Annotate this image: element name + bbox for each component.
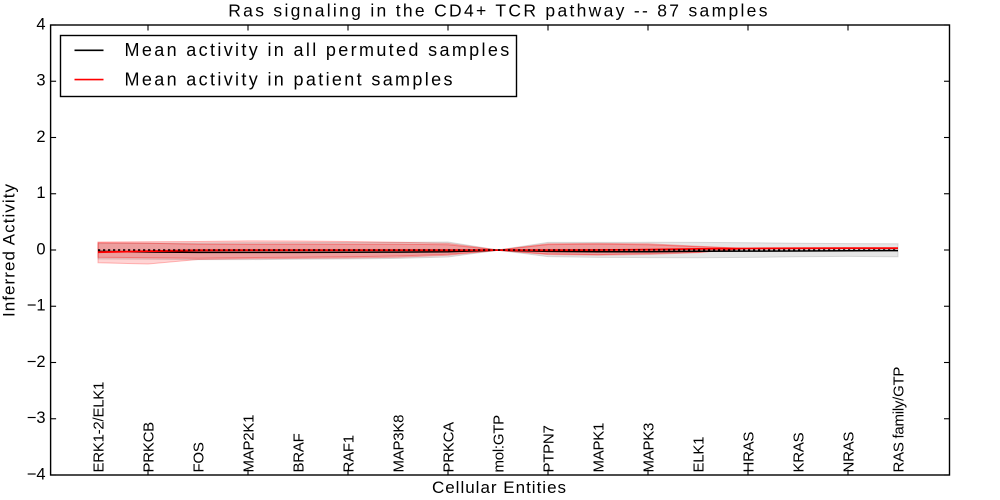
svg-text:RAS family/GTP: RAS family/GTP bbox=[891, 367, 908, 473]
svg-text:Mean activity in patient sampl: Mean activity in patient samples bbox=[125, 70, 455, 90]
svg-text:PRKCB: PRKCB bbox=[141, 422, 158, 473]
svg-text:Mean activity in all permuted: Mean activity in all permuted samples bbox=[125, 40, 512, 60]
svg-text:MAPK1: MAPK1 bbox=[591, 423, 608, 473]
svg-text:4: 4 bbox=[36, 15, 45, 33]
svg-text:PRKCA: PRKCA bbox=[441, 422, 458, 473]
svg-text:PTPN7: PTPN7 bbox=[541, 425, 558, 472]
svg-text:Cellular Entities: Cellular Entities bbox=[432, 478, 567, 497]
svg-text:Ras signaling in the CD4+ TCR: Ras signaling in the CD4+ TCR pathway --… bbox=[228, 0, 770, 20]
svg-text:2: 2 bbox=[36, 128, 45, 146]
svg-text:FOS: FOS bbox=[191, 442, 208, 472]
svg-text:MAP2K1: MAP2K1 bbox=[241, 415, 258, 473]
svg-text:−2: −2 bbox=[27, 353, 46, 371]
svg-text:ERK1-2/ELK1: ERK1-2/ELK1 bbox=[91, 382, 108, 473]
svg-text:BRAF: BRAF bbox=[291, 433, 308, 472]
svg-text:ELK1: ELK1 bbox=[691, 437, 708, 473]
svg-text:−1: −1 bbox=[27, 297, 46, 315]
svg-text:NRAS: NRAS bbox=[841, 432, 858, 473]
svg-text:0: 0 bbox=[36, 240, 45, 258]
svg-text:−3: −3 bbox=[27, 409, 46, 427]
svg-text:RAF1: RAF1 bbox=[341, 435, 358, 472]
svg-text:KRAS: KRAS bbox=[791, 432, 808, 472]
svg-text:mol:GTP: mol:GTP bbox=[491, 415, 508, 473]
svg-text:HRAS: HRAS bbox=[741, 432, 758, 473]
svg-text:MAP3K8: MAP3K8 bbox=[391, 415, 408, 473]
svg-text:1: 1 bbox=[36, 184, 45, 202]
svg-text:Inferred Activity: Inferred Activity bbox=[0, 183, 19, 317]
svg-text:−4: −4 bbox=[27, 465, 46, 483]
svg-text:3: 3 bbox=[36, 72, 45, 90]
svg-text:MAPK3: MAPK3 bbox=[641, 423, 658, 473]
